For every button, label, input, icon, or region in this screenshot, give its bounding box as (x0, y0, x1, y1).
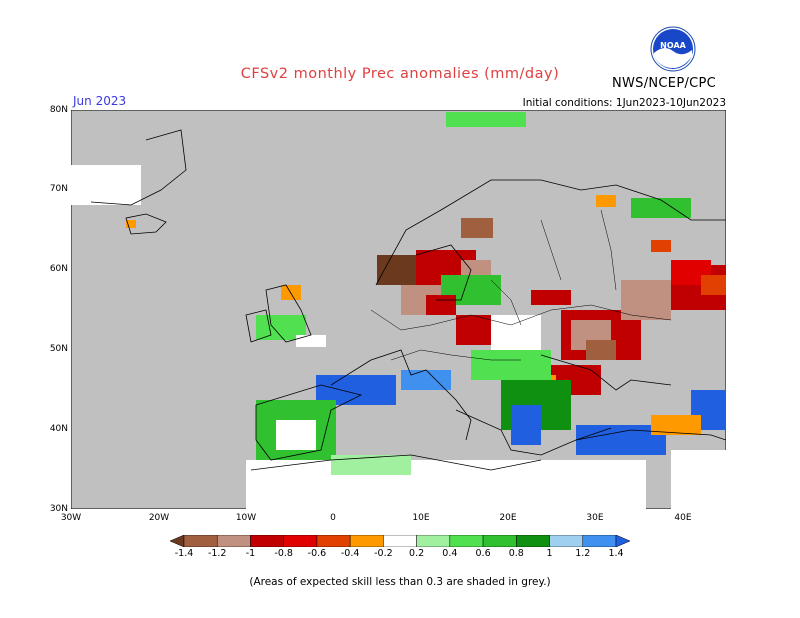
colorbar-tick-label: 0.4 (442, 548, 458, 559)
anomaly-cell (701, 275, 726, 295)
coastlines (90, 129, 726, 471)
anomaly-cell (471, 350, 551, 380)
anomaly-cell (596, 195, 616, 207)
country-borders (370, 209, 672, 361)
anomaly-cell (456, 315, 496, 345)
lon-label: 30E (586, 513, 604, 523)
lon-label: 20E (499, 513, 517, 523)
colorbar-cell (250, 535, 284, 547)
month-label: Jun 2023 (73, 94, 127, 108)
lat-label: 30N (49, 504, 68, 514)
initial-conditions-label: Initial conditions: 1Jun2023-10Jun2023 (522, 97, 726, 109)
colorbar-tick-label: 1.4 (608, 548, 624, 559)
lat-label: 40N (49, 424, 68, 434)
colorbar-tick-label: 1 (546, 548, 553, 559)
chart-title: CFSv2 monthly Prec anomalies (mm/day) (240, 66, 560, 82)
lon-label: 10W (235, 513, 257, 523)
anomaly-cell (246, 460, 646, 509)
lon-label: 20W (148, 513, 170, 523)
anomaly-cell (671, 450, 726, 509)
colorbar-cell (582, 535, 617, 547)
anomaly-cell (446, 112, 526, 127)
colorbar-tick-label: -1.4 (174, 548, 194, 559)
lat-label: 70N (49, 184, 68, 194)
anomaly-cell (511, 405, 541, 445)
colorbar-tick-label: 0.8 (508, 548, 524, 559)
colorbar-tick-label: -0.6 (307, 548, 327, 559)
skill-note: (Areas of expected skill less than 0.3 a… (249, 576, 551, 588)
colorbar-cell (283, 535, 318, 547)
colorbar-tick-label: -0.4 (340, 548, 360, 559)
colorbar-cell (516, 535, 550, 547)
anomaly-cell (331, 455, 411, 475)
logo-text: NOAA (660, 41, 686, 50)
colorbar-tick-label: -1 (245, 548, 256, 559)
lat-label: 80N (49, 105, 68, 115)
anomaly-cell (71, 165, 141, 205)
colorbar-cell (349, 535, 384, 547)
colorbar-cell (170, 535, 185, 547)
colorbar-tick-label: 0.2 (409, 548, 425, 559)
anomaly-cell (426, 295, 456, 315)
colorbar (170, 535, 630, 547)
colorbar-tick-label: -0.8 (274, 548, 293, 559)
anomaly-cell (296, 335, 326, 347)
anomaly-cell (281, 285, 301, 300)
precip-anomaly-map (71, 110, 726, 509)
colorbar-cell (615, 535, 630, 547)
anomaly-cell (631, 198, 691, 218)
colorbar-cell (449, 535, 484, 547)
anomaly-cell (531, 290, 571, 305)
colorbar-tick-label: 1.2 (575, 548, 591, 559)
anomaly-cell (586, 340, 616, 360)
lat-label: 60N (49, 264, 68, 274)
anomaly-cell (461, 218, 493, 238)
anomaly-cell (651, 240, 671, 252)
colorbar-cell (383, 535, 417, 547)
anomaly-cell (126, 220, 136, 228)
anomaly-cell (491, 315, 541, 355)
org-label: NWS/NCEP/CPC (612, 76, 717, 91)
anomaly-cells (71, 112, 726, 509)
colorbar-cell (482, 535, 517, 547)
lon-label: 40E (674, 513, 692, 523)
anomaly-cell (651, 415, 701, 435)
colorbar-cell (416, 535, 451, 547)
anomaly-cell (276, 420, 316, 450)
colorbar-cell (549, 535, 584, 547)
colorbar-tick-label: -1.2 (207, 548, 227, 559)
anomaly-cell (401, 370, 451, 390)
anomaly-cell (621, 280, 671, 320)
noaa-logo-icon: NOAA (650, 26, 696, 72)
lat-label: 50N (49, 344, 68, 354)
colorbar-cell (216, 535, 251, 547)
lon-label: 10E (412, 513, 430, 523)
lon-label: 30W (60, 513, 82, 523)
colorbar-tick-label: -0.2 (374, 548, 393, 559)
colorbar-cell (316, 535, 351, 547)
colorbar-cell (183, 535, 218, 547)
lon-label: 0 (330, 513, 336, 523)
colorbar-tick-label: 0.6 (475, 548, 491, 559)
